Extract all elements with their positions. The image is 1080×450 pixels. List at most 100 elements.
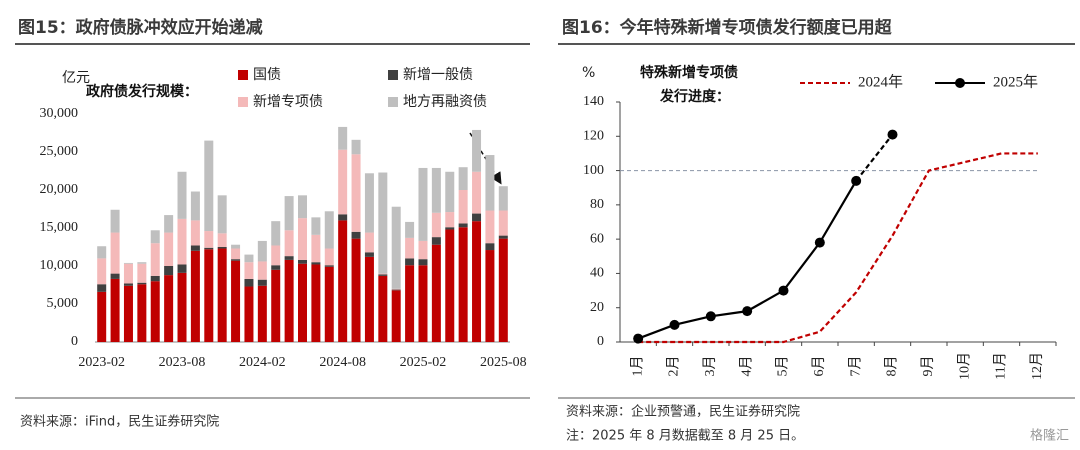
y-unit: %	[582, 65, 595, 81]
bar-segment	[164, 275, 174, 342]
bar-segment	[204, 249, 214, 342]
bar-segment	[418, 240, 428, 260]
annotation: 政府债发行规模：	[86, 83, 198, 100]
legend-swatch	[388, 97, 398, 107]
bar-segment	[231, 260, 241, 342]
bar-segment	[177, 171, 187, 219]
legend-label: 2024年	[858, 73, 903, 90]
chart-title: 图15：政府债脉冲效应开始递减	[18, 17, 263, 38]
note: 注：2025 年 8 月数据截至 8 月 25 日。	[566, 429, 804, 444]
x-tick-label: 2024-02	[239, 355, 286, 370]
watermark: 格隆汇	[1030, 428, 1069, 444]
bar-segment	[378, 275, 388, 342]
bar-segment	[137, 282, 147, 285]
bar-segment	[338, 220, 348, 342]
bar-segment	[190, 191, 200, 221]
bar-segment	[97, 246, 107, 259]
bar-segment	[137, 284, 147, 342]
y-tick-label: 0	[71, 334, 78, 349]
bar-segment	[458, 167, 468, 190]
y-tick-label: 80	[590, 197, 604, 212]
point	[851, 175, 862, 186]
y-tick-label: 15,000	[40, 220, 79, 235]
x-tick-label: 2025-02	[400, 355, 447, 370]
legend-swatch	[388, 70, 398, 80]
bar-segment	[204, 140, 214, 232]
bar-segment	[190, 220, 200, 246]
bar-segment	[498, 238, 508, 342]
legend-label: 地方再融资债	[403, 94, 487, 110]
bar-segment	[418, 265, 428, 342]
bar-segment	[485, 155, 495, 211]
bar-segment	[485, 210, 495, 244]
bar-segment	[257, 279, 267, 286]
bar-segment	[418, 167, 428, 241]
bar-segment	[284, 230, 294, 257]
source: 资料来源：企业预警通，民生证券研究院	[566, 404, 800, 420]
point	[887, 129, 898, 140]
bar-segment	[405, 237, 415, 259]
bar-segment	[150, 230, 160, 244]
bar-segment	[418, 259, 428, 266]
bar-segment	[445, 212, 455, 228]
bar-segment	[97, 291, 107, 342]
bar-segment	[405, 258, 415, 266]
y-tick-label: 120	[583, 129, 604, 144]
bar-segment	[391, 288, 401, 290]
bar-segment	[311, 264, 321, 342]
point	[778, 285, 789, 296]
annotation: 发行进度：	[659, 88, 730, 105]
bar-segment	[257, 240, 267, 262]
x-tick-label: 4月	[738, 356, 754, 377]
bar-segment	[244, 278, 254, 287]
bar-segment	[190, 245, 200, 251]
series-line	[638, 152, 1038, 344]
bar-segment	[97, 258, 107, 285]
bar-segment	[298, 263, 307, 342]
bar-segment	[190, 250, 200, 342]
x-tick-label: 1月	[629, 356, 645, 377]
bar-segment	[391, 289, 401, 291]
x-tick-label: 2025-08	[480, 355, 527, 370]
y-tick-label: 60	[590, 231, 604, 246]
bar-segment	[431, 237, 441, 245]
y-tick-label: 140	[583, 94, 604, 109]
bar-segment	[298, 218, 307, 260]
bar-segment	[284, 259, 294, 342]
bar-segment	[458, 190, 468, 224]
x-tick-label: 2024-08	[319, 355, 366, 370]
bar-segment	[110, 209, 120, 233]
bar-segment	[244, 286, 254, 342]
bar-segment	[405, 265, 415, 342]
x-tick-label: 3月	[702, 356, 718, 377]
series-line	[855, 133, 894, 182]
bar-segment	[271, 269, 281, 342]
bar-segment	[110, 273, 120, 279]
bar-segment	[351, 231, 361, 239]
legend-label: 新增一般债	[403, 67, 473, 83]
y-tick-label: 30,000	[40, 106, 79, 121]
bar-segment	[445, 227, 455, 230]
bar-segment	[204, 231, 214, 248]
bar-segment	[244, 262, 254, 279]
bar-segment	[123, 285, 133, 342]
legend-swatch	[238, 70, 248, 80]
bar-segment	[150, 243, 160, 276]
bar-segment	[351, 238, 361, 342]
x-tick-label: 9月	[920, 356, 936, 377]
bar-segment	[284, 256, 294, 260]
bar-segment	[405, 221, 415, 238]
bar-segment	[244, 254, 254, 263]
legend-label: 新增专项债	[253, 94, 323, 110]
y-tick-label: 20	[590, 300, 604, 315]
x-tick-label: 2023-08	[159, 355, 206, 370]
x-tick-label: 7月	[847, 356, 863, 377]
x-tick-label: 2月	[666, 356, 682, 377]
bar-segment	[472, 171, 482, 214]
point	[814, 237, 825, 248]
annotation: 特殊新增专项债	[640, 64, 738, 81]
y-unit: 亿元	[62, 70, 90, 86]
bar-segment	[271, 221, 281, 246]
bar-segment	[351, 139, 361, 155]
